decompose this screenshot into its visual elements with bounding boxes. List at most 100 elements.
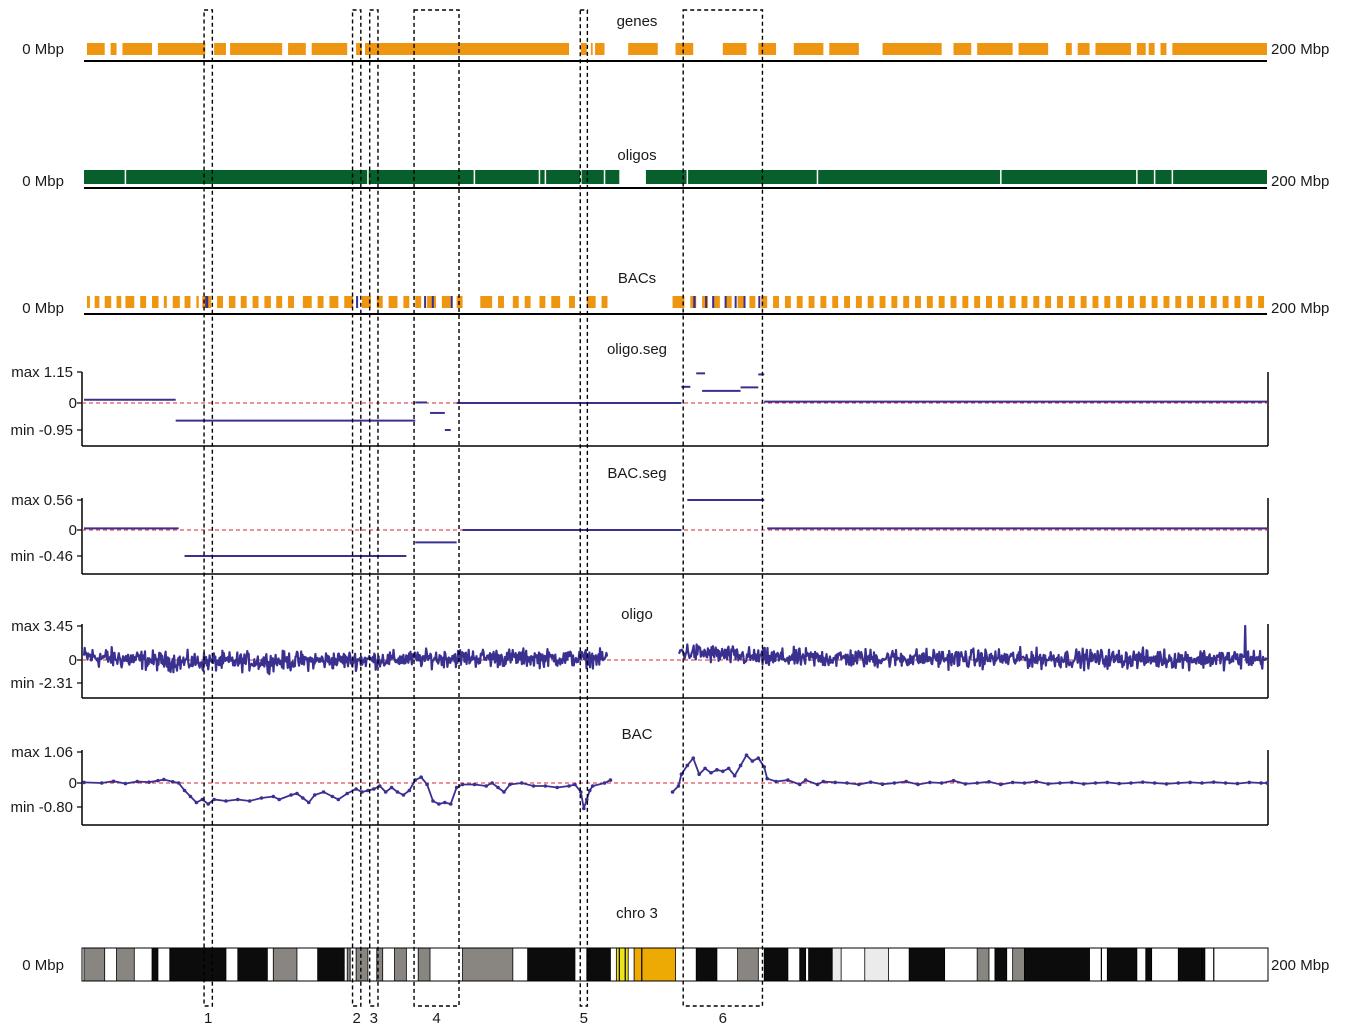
data-point <box>188 794 193 799</box>
probe-block <box>1068 296 1075 308</box>
data-point <box>162 777 166 782</box>
data-point <box>259 796 264 800</box>
data-point <box>330 794 335 799</box>
probe-block <box>125 296 135 308</box>
region-box <box>579 9 589 1007</box>
data-point <box>247 799 252 803</box>
probe-block <box>230 43 283 55</box>
data-point <box>135 779 140 784</box>
highlight-probe <box>693 296 696 308</box>
probe-block <box>94 296 100 308</box>
probe-block <box>926 296 933 308</box>
probe-block <box>903 296 910 308</box>
probe-block <box>1172 43 1267 55</box>
data-point <box>1247 780 1252 785</box>
data-point <box>443 800 447 805</box>
data-point <box>587 788 592 793</box>
probe-block <box>498 296 504 308</box>
probe-block <box>364 43 570 55</box>
probe-block <box>879 296 886 308</box>
data-point <box>762 765 767 769</box>
band-black <box>1178 948 1205 981</box>
end-label: 200 Mbp <box>1271 41 1329 58</box>
data-point <box>1140 780 1145 784</box>
data-point <box>608 778 613 782</box>
probe-block <box>480 296 493 308</box>
data-point <box>1265 781 1269 785</box>
band-black <box>527 948 575 981</box>
band-black <box>696 948 717 981</box>
probe-block <box>1148 43 1155 55</box>
data-point <box>1235 781 1240 786</box>
probe-block <box>140 296 147 308</box>
data-point <box>928 780 932 785</box>
data-point <box>454 785 459 790</box>
y-zero-label: 0 <box>69 775 77 792</box>
probe-block <box>737 296 744 308</box>
region-6: 6 <box>682 9 764 1024</box>
band-black <box>152 948 158 981</box>
probe-block <box>86 296 90 308</box>
probe-block <box>116 296 122 308</box>
probe-block <box>796 296 803 308</box>
band-lightgray <box>864 948 889 981</box>
probe-block <box>722 43 747 55</box>
data-point <box>1211 780 1216 784</box>
panel-oligo-seg <box>77 371 1269 447</box>
chromosome-label: chro 3 <box>616 905 658 922</box>
probe-block <box>356 43 363 55</box>
probe-block <box>586 296 596 308</box>
highlight-probe <box>758 296 761 308</box>
region-box <box>682 9 764 1007</box>
data-point <box>1093 781 1098 785</box>
data-point <box>123 781 128 786</box>
region-4: 4 <box>413 9 460 1024</box>
probe-block <box>196 296 199 308</box>
data-point <box>1188 780 1192 785</box>
probe-block <box>84 170 620 184</box>
data-point <box>1010 780 1015 785</box>
highlight-probe <box>743 296 746 308</box>
data-point <box>508 782 512 787</box>
probe-block <box>1127 296 1134 308</box>
panel-bac <box>77 750 1269 826</box>
probe-block <box>1045 296 1052 308</box>
band-black <box>764 948 788 981</box>
probe-block <box>539 296 546 308</box>
data-point <box>156 778 160 783</box>
region-5: 5 <box>579 9 589 1024</box>
data-point <box>670 790 675 794</box>
y-min-label: min -0.80 <box>10 799 73 816</box>
track-title: genes <box>617 13 658 30</box>
probe-block <box>1151 296 1158 308</box>
probe-block <box>288 296 294 308</box>
data-point <box>715 768 719 772</box>
band-gray <box>273 948 297 981</box>
data-point <box>892 781 897 785</box>
highlight-probe <box>712 296 715 308</box>
band-black <box>169 948 226 981</box>
probe-block <box>938 296 945 308</box>
highlight-probe <box>705 296 708 308</box>
data-point <box>366 788 370 793</box>
data-point <box>531 784 536 788</box>
data-point <box>963 782 968 786</box>
probe-block <box>590 43 593 55</box>
probe-block <box>1136 43 1146 55</box>
data-point <box>147 780 151 784</box>
probe-block <box>1163 296 1170 308</box>
start-label: 0 Mbp <box>22 300 64 317</box>
data-point <box>1129 781 1133 785</box>
data-point <box>82 780 86 785</box>
probe-block <box>1187 296 1194 308</box>
data-point <box>383 790 388 794</box>
probe-block <box>184 296 191 308</box>
y-max-label: max 1.15 <box>11 364 73 381</box>
band-gray <box>116 948 135 981</box>
probe-block <box>1065 43 1072 55</box>
end-label: 200 Mbp <box>1271 300 1329 317</box>
probe-block <box>915 296 921 308</box>
y-min-label: min -0.95 <box>10 422 73 439</box>
band-lightgray <box>832 948 842 981</box>
